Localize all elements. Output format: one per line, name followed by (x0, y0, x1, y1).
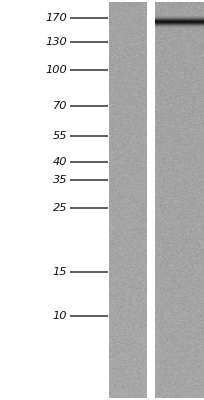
Text: 25: 25 (53, 203, 67, 213)
Text: 170: 170 (45, 13, 67, 23)
Text: 130: 130 (45, 37, 67, 47)
Text: 55: 55 (53, 131, 67, 141)
Text: 70: 70 (53, 101, 67, 111)
Text: 15: 15 (53, 267, 67, 277)
Text: 100: 100 (45, 65, 67, 75)
Text: 35: 35 (53, 175, 67, 185)
Text: 40: 40 (53, 157, 67, 167)
Text: 10: 10 (53, 311, 67, 321)
